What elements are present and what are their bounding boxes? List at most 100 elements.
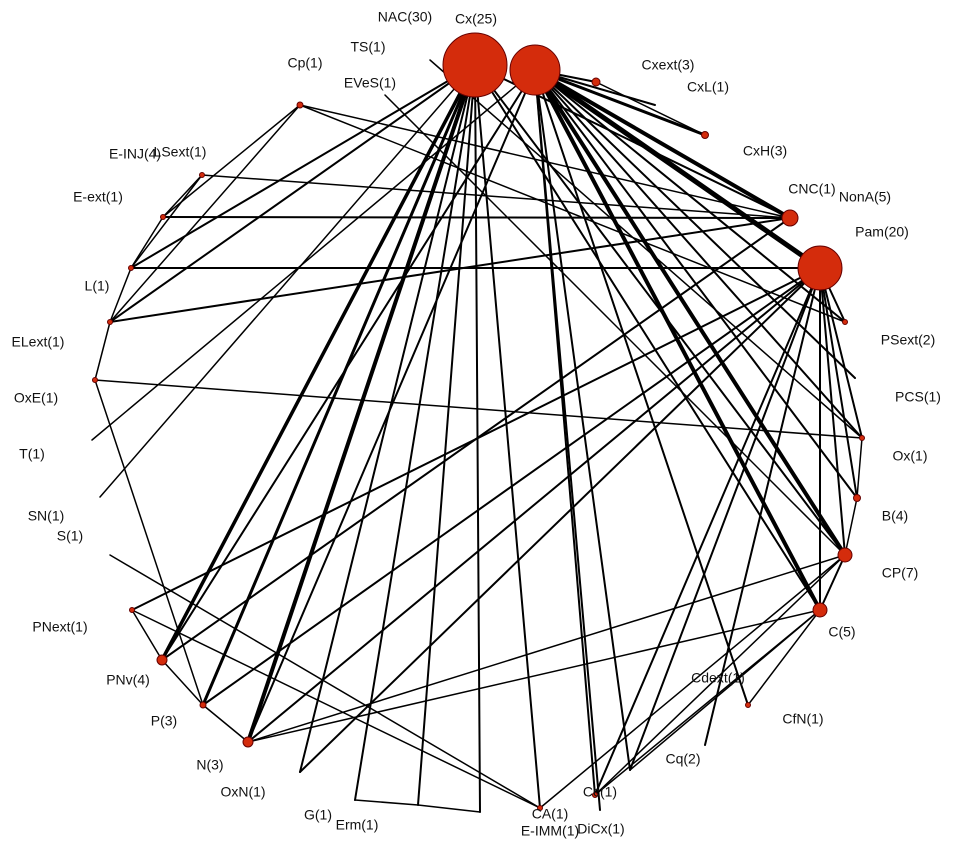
node-label: DiCx(1) — [577, 821, 624, 837]
node — [160, 214, 166, 220]
node-label: OxN(1) — [220, 784, 265, 800]
edges — [91, 59, 863, 813]
edge — [299, 267, 821, 773]
node — [837, 547, 853, 563]
node — [781, 209, 799, 227]
node — [853, 494, 861, 502]
node-label: NAC(30) — [378, 9, 432, 25]
node-label: ELext(1) — [12, 334, 65, 350]
node-label: E-ext(1) — [73, 189, 123, 205]
node-label: Cp(1) — [287, 55, 322, 71]
node-label: CxL(1) — [687, 79, 729, 95]
node-label: CxH(3) — [743, 143, 787, 159]
node — [199, 172, 205, 178]
edge — [131, 609, 163, 661]
node-label: PNext(1) — [32, 619, 87, 635]
node — [745, 702, 751, 708]
node-label: PSext(2) — [881, 332, 935, 348]
node-label: LSext(1) — [154, 144, 207, 160]
edge — [533, 68, 822, 612]
node — [128, 265, 134, 271]
edge — [534, 69, 631, 771]
edge — [161, 69, 536, 661]
nodes — [92, 32, 865, 811]
node — [107, 319, 113, 325]
edge — [534, 69, 846, 323]
node-label: PCS(1) — [895, 389, 941, 405]
node — [156, 654, 168, 666]
edge — [539, 554, 846, 809]
edge — [130, 64, 476, 269]
edge — [534, 69, 856, 379]
node-label: PNv(4) — [106, 672, 150, 688]
node — [509, 44, 561, 96]
edge — [429, 59, 863, 439]
edge — [202, 267, 821, 706]
edge — [533, 68, 707, 137]
node-label: Cxext(3) — [642, 57, 695, 73]
edge — [819, 267, 863, 439]
edge — [354, 799, 419, 806]
labels: NAC(30) Cx(25) TS(1) Cp(1) EVeS(1) Cxext(3) Cx… — [12, 9, 941, 839]
node-label: Cdext(1) — [691, 670, 745, 686]
node — [797, 245, 843, 291]
edge — [594, 267, 821, 796]
node-label: N(3) — [196, 757, 223, 773]
edge — [533, 68, 847, 557]
edge — [202, 704, 249, 743]
node — [242, 736, 254, 748]
edge — [747, 609, 821, 706]
node-label: CfN(1) — [782, 711, 823, 727]
node — [296, 101, 304, 109]
edge — [247, 609, 821, 743]
edge — [534, 69, 863, 439]
edge — [417, 804, 481, 813]
node-label: T(1) — [19, 446, 45, 462]
edge — [109, 217, 791, 323]
node-label: B(4) — [882, 508, 908, 524]
edge — [534, 69, 601, 811]
edge — [109, 104, 301, 323]
edge — [131, 609, 541, 809]
node — [92, 377, 98, 383]
node — [442, 32, 508, 98]
node — [812, 602, 828, 618]
node-label: CNC(1) — [788, 181, 835, 197]
edge — [201, 174, 791, 219]
edge — [109, 267, 132, 323]
edge — [474, 64, 821, 611]
node — [537, 805, 543, 811]
node-label: EVeS(1) — [344, 75, 396, 91]
edge — [594, 554, 846, 796]
edge — [534, 69, 749, 706]
edge — [629, 267, 821, 771]
edge — [162, 174, 203, 218]
node — [859, 435, 865, 441]
edge — [856, 437, 863, 499]
node-label: P(3) — [151, 713, 177, 729]
edge — [532, 67, 823, 271]
edge — [704, 267, 821, 746]
node-label: Cq(2) — [665, 751, 700, 767]
edge — [819, 554, 846, 611]
edge — [819, 267, 858, 499]
edge — [417, 64, 476, 806]
edge — [162, 104, 301, 218]
node — [842, 319, 848, 325]
node-label: OxE(1) — [14, 390, 58, 406]
edge — [299, 64, 476, 773]
node-label: E-INJ(4) — [109, 146, 161, 162]
edge — [384, 94, 846, 556]
edge — [299, 104, 846, 323]
node — [592, 792, 598, 798]
node-label: G(1) — [304, 807, 332, 823]
edge — [354, 64, 476, 801]
node-label: Erm(1) — [336, 817, 379, 833]
node — [701, 131, 709, 139]
edge — [474, 64, 541, 809]
node-label: E-IMM(1) — [521, 823, 579, 839]
edge — [247, 554, 846, 743]
node — [199, 701, 207, 709]
